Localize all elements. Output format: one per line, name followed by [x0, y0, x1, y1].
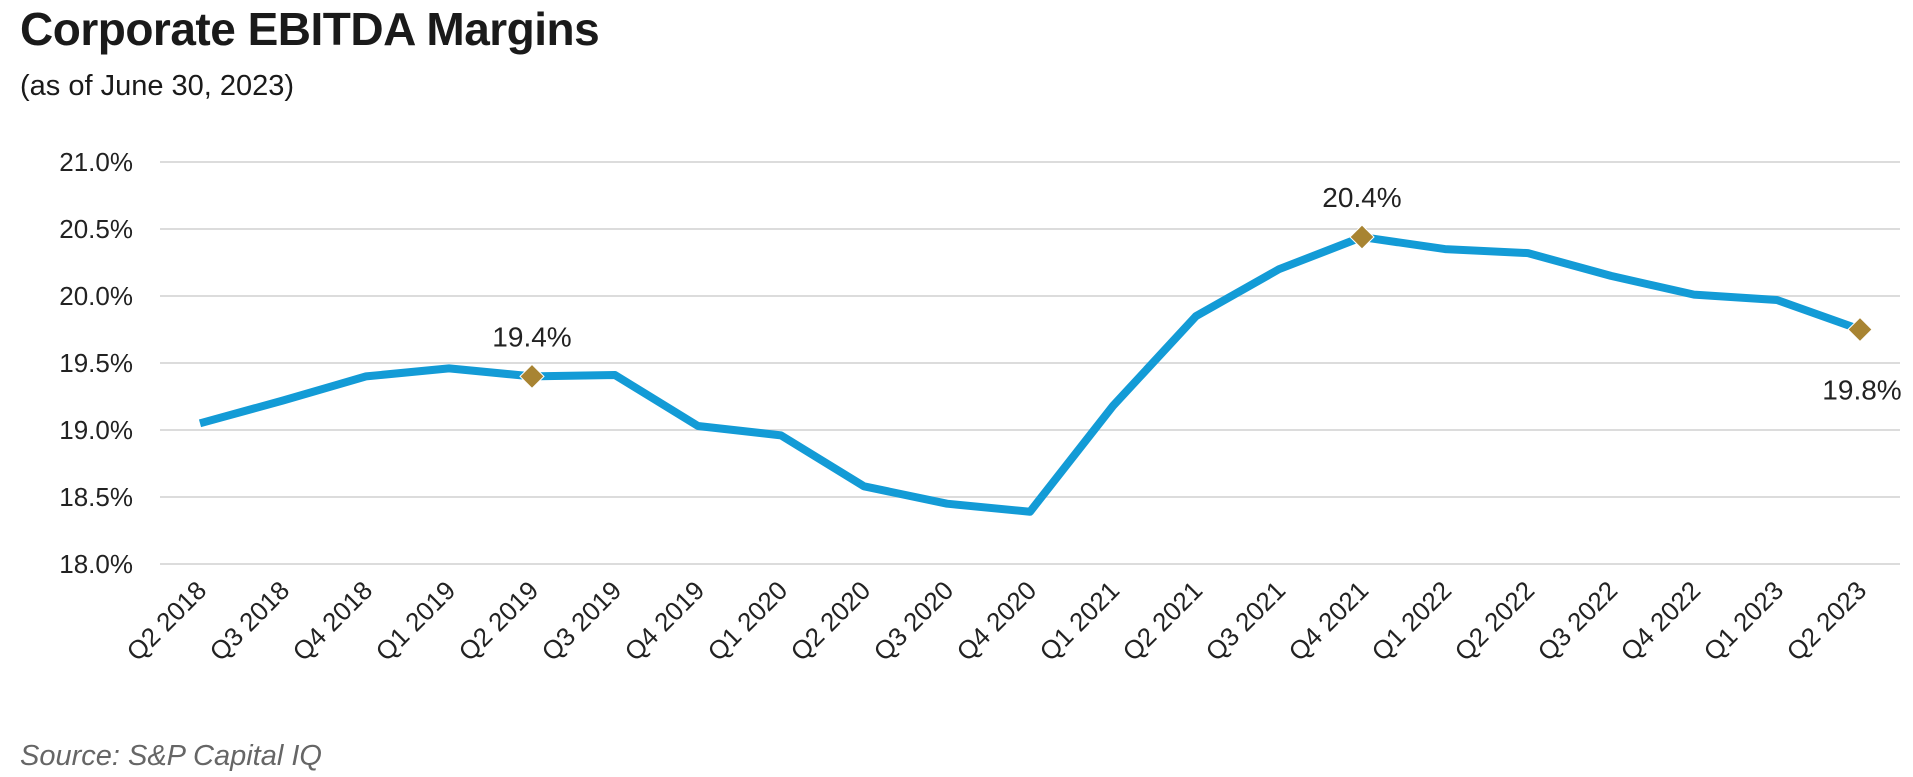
x-tick-label: Q3 2018 — [203, 575, 295, 667]
series-line — [198, 233, 1862, 516]
x-tick-label: Q2 2022 — [1448, 575, 1540, 667]
chart-subtitle: (as of June 30, 2023) — [20, 70, 295, 102]
data-label: 19.8% — [1822, 375, 1901, 406]
y-tick-label: 18.0% — [59, 549, 133, 579]
y-tick-label: 20.0% — [59, 281, 133, 311]
x-tick-label: Q1 2021 — [1033, 575, 1125, 667]
x-tick-label: Q1 2020 — [701, 575, 793, 667]
x-tick-label: Q2 2023 — [1780, 575, 1872, 667]
x-tick-label: Q4 2019 — [618, 575, 710, 667]
x-tick-label: Q1 2022 — [1365, 575, 1457, 667]
marker-layer: 19.4% 20.4% 19.8% — [492, 182, 1901, 405]
y-tick-label: 19.5% — [59, 348, 133, 378]
data-marker — [519, 363, 545, 390]
x-tick-label: Q2 2021 — [1116, 575, 1208, 667]
data-marker — [1847, 316, 1873, 343]
x-tick-label: Q1 2023 — [1697, 575, 1789, 667]
x-tick-label: Q2 2019 — [452, 575, 544, 667]
x-tick-label: Q3 2022 — [1531, 575, 1623, 667]
line-chart: 18.0% 18.5% 19.0% 19.5% 20.0% 20.5% 21.0% Q2 2… — [59, 147, 1901, 667]
data-label: 20.4% — [1322, 182, 1401, 213]
x-tick-label: Q4 2022 — [1614, 575, 1706, 667]
y-tick-label: 18.5% — [59, 482, 133, 512]
y-tick-label: 21.0% — [59, 147, 133, 177]
x-tick-label: Q3 2021 — [1199, 575, 1291, 667]
x-tick-label: Q3 2019 — [535, 575, 627, 667]
source-note: Source: S&P Capital IQ — [20, 740, 322, 772]
data-label: 19.4% — [492, 321, 571, 352]
x-tick-label: Q4 2018 — [286, 575, 378, 667]
x-tick-label: Q1 2019 — [369, 575, 461, 667]
x-tick-label: Q3 2020 — [867, 575, 959, 667]
series-line-layer — [198, 233, 1862, 516]
y-tick-label: 19.0% — [59, 415, 133, 445]
x-tick-label: Q2 2018 — [120, 575, 212, 667]
chart-title: Corporate EBITDA Margins — [20, 3, 600, 55]
y-axis-ticks: 18.0% 18.5% 19.0% 19.5% 20.0% 20.5% 21.0% — [59, 147, 133, 579]
y-tick-label: 20.5% — [59, 214, 133, 244]
gridlines — [160, 161, 1900, 565]
x-tick-label: Q4 2021 — [1282, 575, 1374, 667]
data-marker — [1349, 224, 1375, 250]
x-tick-label: Q4 2020 — [950, 575, 1042, 667]
x-tick-label: Q2 2020 — [784, 575, 876, 667]
